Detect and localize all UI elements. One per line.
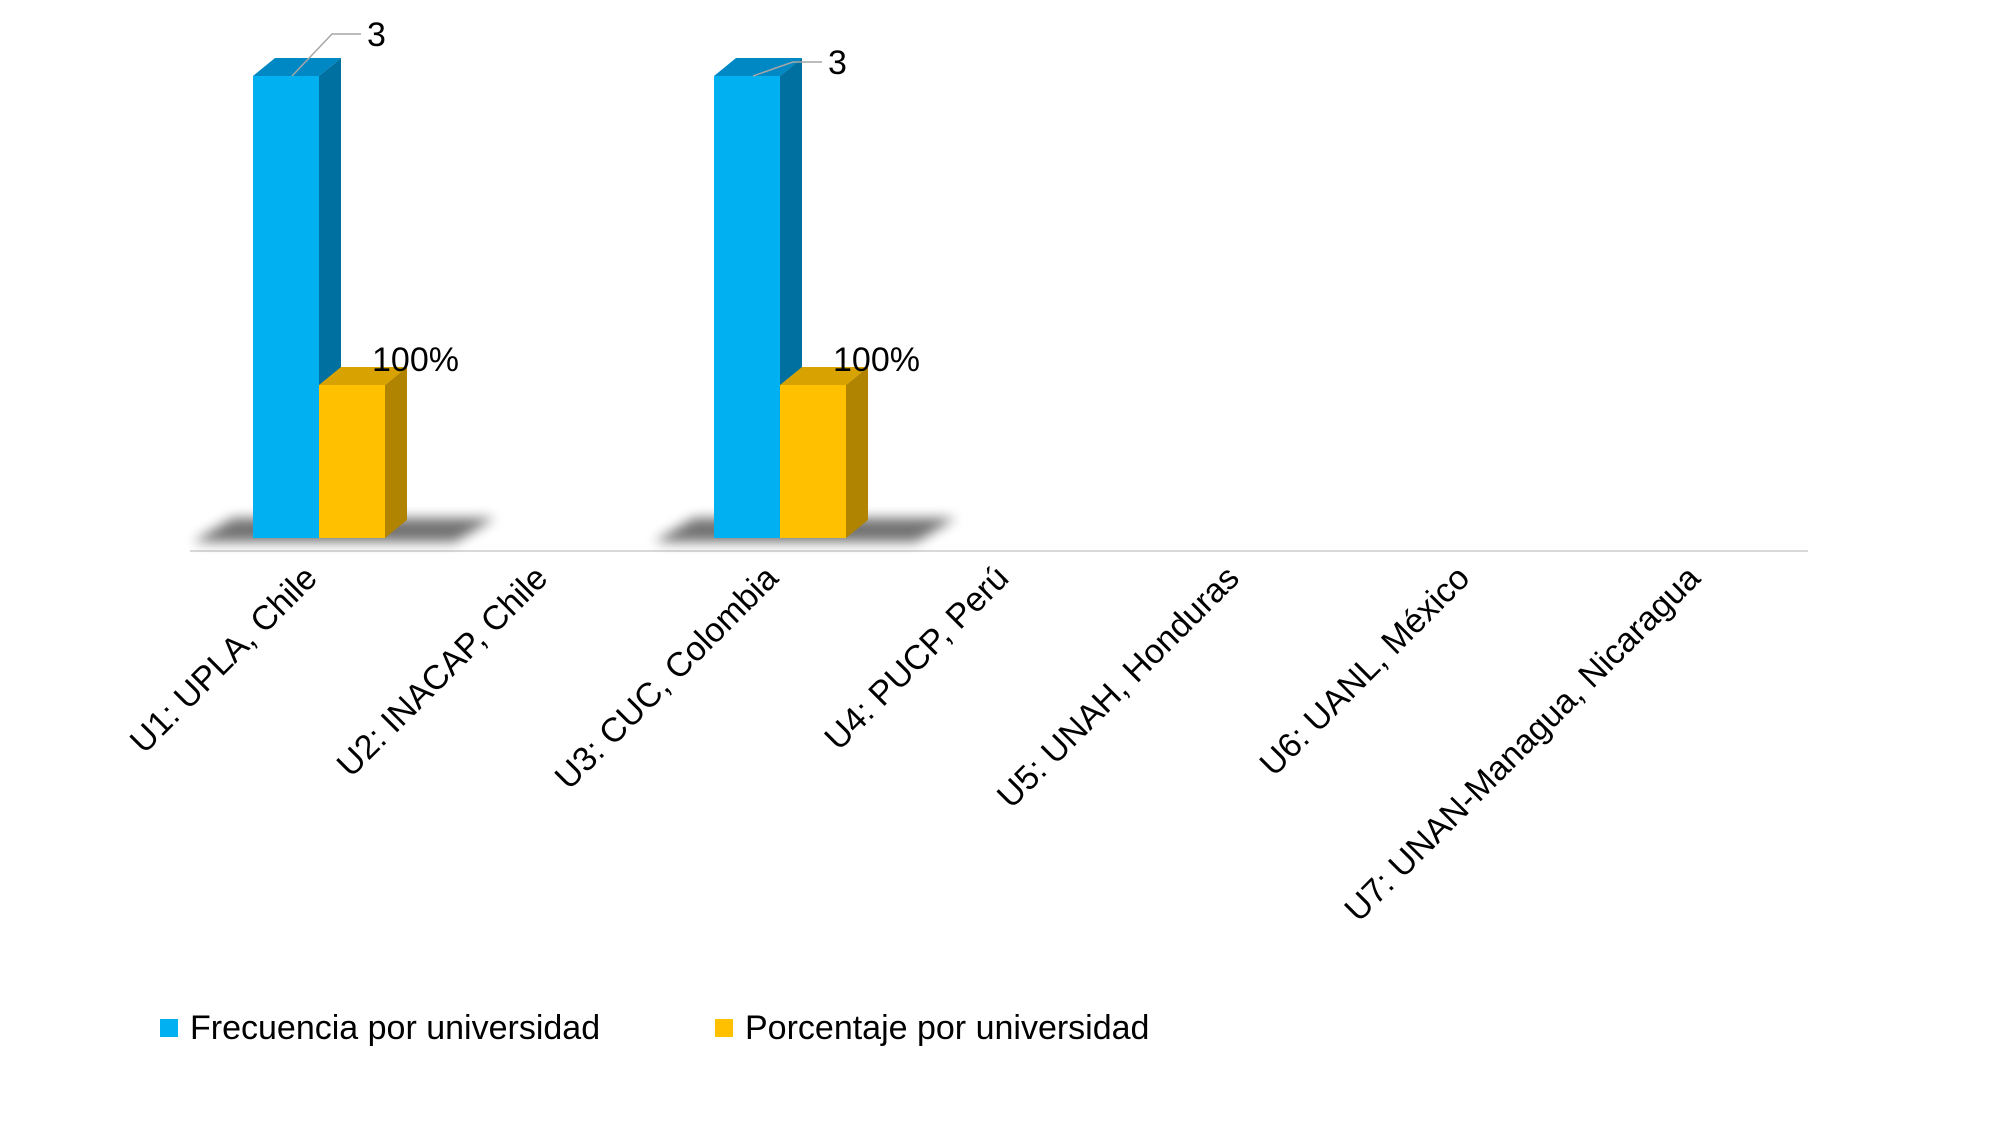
legend-item: Frecuencia por universidad (160, 1009, 600, 1047)
category-label: U3: CUC, Colombia (548, 559, 786, 797)
bar-porcentaje-3-top (780, 367, 868, 385)
data-label-leader (752, 61, 822, 77)
category-label: U1: UPLA, Chile (123, 559, 325, 761)
bars-group (253, 58, 868, 538)
bar-porcentaje-1-front (319, 385, 385, 538)
data-labels-group: 3 100% 3 100% (291, 16, 920, 379)
bar-frecuencia-1-top (253, 58, 341, 76)
category-label: U5: UNAH, Honduras (990, 559, 1247, 816)
data-label-frecuencia: 3 (828, 44, 847, 82)
category-label: U7: UNAN-Managua, Nicaragua (1337, 559, 1707, 929)
legend: Frecuencia por universidad Porcentaje por… (160, 1009, 1149, 1047)
legend-swatch (160, 1019, 178, 1037)
bar-porcentaje-3-side (846, 367, 868, 538)
data-label-porcentaje: 100% (372, 341, 459, 379)
data-label-frecuencia: 3 (367, 16, 386, 54)
bar-porcentaje-1 (319, 367, 407, 538)
data-label-leader (291, 33, 361, 77)
legend-item: Porcentaje por universidad (715, 1009, 1149, 1047)
category-label: U4: PUCP, Perú (817, 559, 1016, 758)
bar-porcentaje-3-front (780, 385, 846, 538)
legend-label: Porcentaje por universidad (745, 1009, 1149, 1047)
bar-porcentaje-3 (780, 367, 868, 538)
category-label: U2: INACAP, Chile (330, 559, 556, 785)
bar-frecuencia-1-front (253, 76, 319, 538)
bar-porcentaje-1-side (385, 367, 407, 538)
bar-frecuencia-3-front (714, 76, 780, 538)
data-label-porcentaje: 100% (833, 341, 920, 379)
legend-label: Frecuencia por universidad (190, 1009, 600, 1047)
bar-frecuencia-3-top (714, 58, 802, 76)
bar-porcentaje-1-top (319, 367, 407, 385)
legend-swatch (715, 1019, 733, 1037)
category-label: U6: UANL, México (1253, 559, 1478, 784)
